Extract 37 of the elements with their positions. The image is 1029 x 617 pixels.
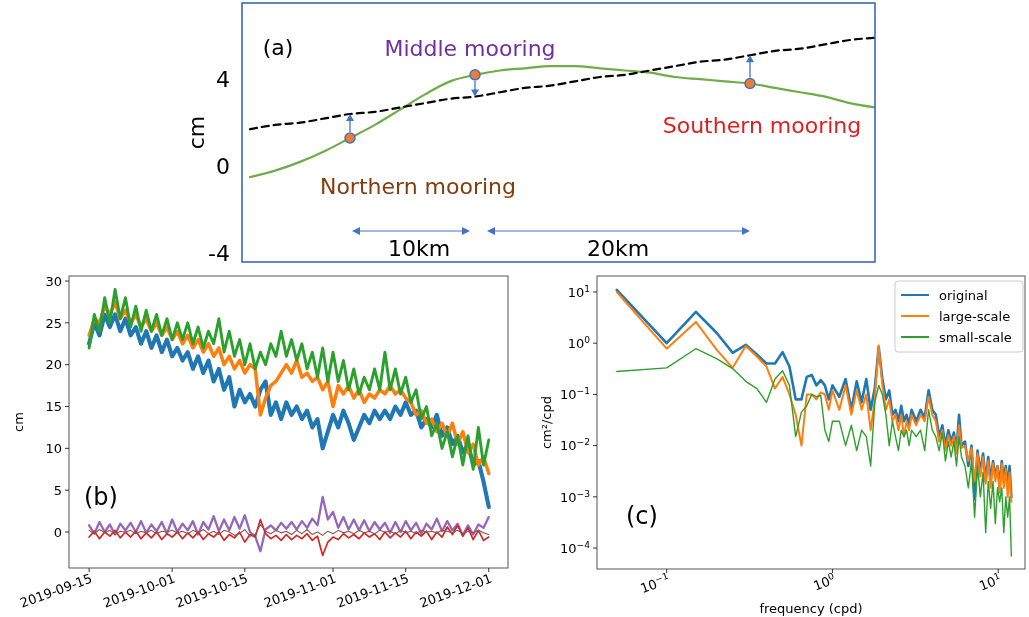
point — [469, 69, 481, 81]
annotation: Northern mooring — [319, 174, 517, 199]
annotation: 20km — [586, 236, 650, 261]
y-tick-label: -4 — [208, 241, 230, 267]
legend-label: small-scale — [939, 330, 1012, 345]
y-tick-label: 10 — [45, 441, 62, 457]
y-tick-label: 5 — [53, 482, 62, 498]
legend-label: original — [939, 288, 988, 303]
y-tick-label: 0 — [53, 524, 62, 540]
y-axis-title: cm — [184, 115, 209, 150]
y-axis-title: cm — [11, 412, 26, 432]
annotation: 10km — [387, 236, 451, 261]
y-tick-label: 30 — [45, 273, 62, 289]
y-tick-label: 10$^{−3}$ — [560, 488, 591, 505]
y-tick-label: 0 — [216, 154, 230, 180]
y-tick-label: 20 — [45, 357, 62, 373]
annotation: Middle mooring — [384, 36, 556, 61]
line-series — [88, 523, 490, 537]
annotation: Southern mooring — [662, 113, 862, 138]
y-tick-label: 10$^{−1}$ — [560, 386, 590, 403]
annotation: (b) — [84, 483, 118, 511]
y-tick-label: 10$^{1}$ — [567, 283, 590, 300]
y-tick-label: 15 — [45, 399, 62, 415]
legend-label: large-scale — [939, 309, 1011, 324]
line-series — [248, 65, 875, 179]
point — [344, 132, 356, 144]
y-axis-title: cm²/cpd — [539, 395, 554, 450]
annotation: (a) — [262, 35, 294, 60]
y-tick-label: 4 — [216, 67, 230, 93]
annotation: (c) — [626, 502, 658, 530]
point — [744, 77, 756, 90]
y-tick-label: 10$^{−4}$ — [560, 539, 591, 556]
y-tick-label: 25 — [45, 315, 62, 331]
line-series — [88, 518, 490, 557]
x-axis-title: frequency (cpd) — [759, 601, 863, 616]
y-tick-label: 10$^{0}$ — [567, 334, 591, 351]
y-tick-label: 10$^{−2}$ — [560, 437, 590, 454]
